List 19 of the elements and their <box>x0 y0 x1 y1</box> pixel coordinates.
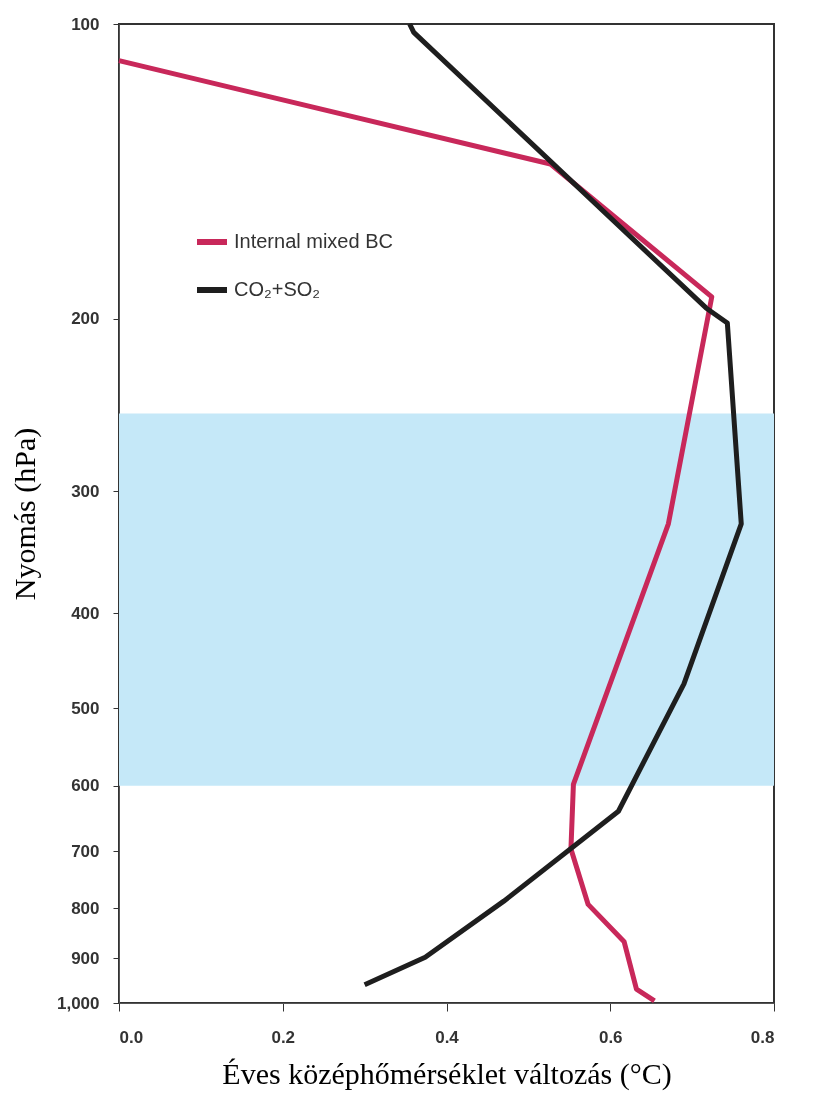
legend-label: CO₂+SO₂ <box>234 278 321 300</box>
x-tick-label: 0.4 <box>435 1027 460 1047</box>
legend-label: Internal mixed BC <box>234 230 393 252</box>
x-axis-title: Éves középhőmérséklet változás (°C) <box>222 1056 672 1091</box>
y-tick-label: 200 <box>71 309 100 329</box>
y-tick-label: 700 <box>71 841 100 861</box>
y-tick-label: 600 <box>71 776 100 796</box>
y-tick-label: 300 <box>71 481 100 501</box>
y-tick-label: 800 <box>71 898 100 918</box>
y-tick-label: 900 <box>71 948 100 968</box>
y-tick-label: 100 <box>71 14 100 34</box>
y-axis-title: Nyomás (hPa) <box>7 427 42 601</box>
y-tick-label: 500 <box>71 698 100 718</box>
y-tick-label: 400 <box>71 603 100 623</box>
x-tick-label: 0.0 <box>119 1027 144 1047</box>
x-tick-label: 0.8 <box>750 1027 775 1047</box>
x-tick-label: 0.2 <box>271 1027 296 1047</box>
x-tick-label: 0.6 <box>598 1027 623 1047</box>
y-tick-label: 1,000 <box>56 993 100 1013</box>
